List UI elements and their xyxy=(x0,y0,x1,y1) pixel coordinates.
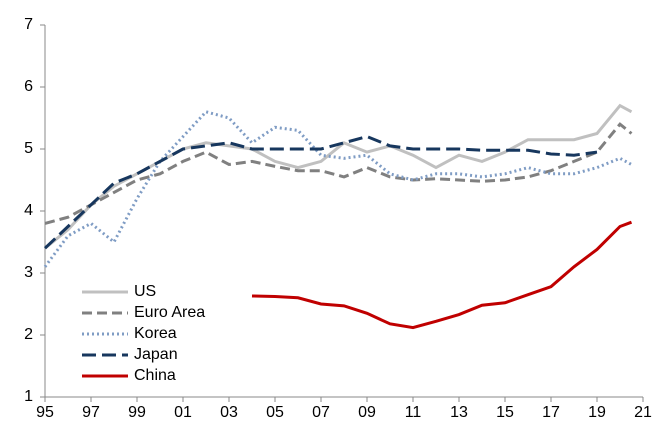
series-line xyxy=(44,103,633,250)
series-line xyxy=(44,122,633,225)
x-tick-label: 09 xyxy=(358,404,376,421)
x-tick-label: 99 xyxy=(128,404,146,421)
legend-label: US xyxy=(134,283,156,300)
x-tick-label: 11 xyxy=(405,404,422,421)
x-tick-label: 19 xyxy=(588,404,606,421)
y-tick-label: 1 xyxy=(24,388,33,405)
y-tick-label: 7 xyxy=(24,16,33,33)
series-line xyxy=(43,135,598,250)
x-tick-label: 05 xyxy=(266,404,284,421)
legend-label: China xyxy=(134,367,176,384)
x-tick-label: 03 xyxy=(220,404,238,421)
y-tick-label: 5 xyxy=(24,140,33,157)
series-line xyxy=(43,110,633,268)
x-tick-label: 17 xyxy=(542,404,560,421)
y-tick-label: 2 xyxy=(24,326,33,343)
x-tick-label: 95 xyxy=(36,404,54,421)
y-tick-label: 3 xyxy=(24,264,33,281)
x-tick-label: 01 xyxy=(174,404,192,421)
x-tick-label: 13 xyxy=(450,404,468,421)
x-tick-label: 21 xyxy=(634,404,652,421)
x-tick-label: 97 xyxy=(82,404,100,421)
legend-label: Euro Area xyxy=(134,304,205,321)
x-tick-label: 07 xyxy=(312,404,330,421)
x-tick-label: 15 xyxy=(496,404,514,421)
legend-label: Japan xyxy=(134,346,178,363)
series-line xyxy=(251,220,633,330)
y-tick-label: 4 xyxy=(24,202,33,219)
legend-label: Korea xyxy=(134,325,177,342)
y-tick-label: 6 xyxy=(24,78,33,95)
